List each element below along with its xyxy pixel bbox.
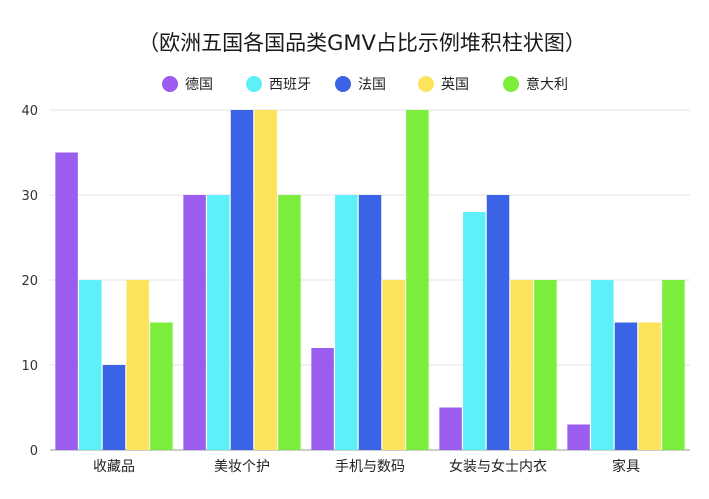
bar <box>126 280 149 450</box>
x-tick-label: 家具 <box>612 458 640 475</box>
x-axis: 收藏品 美妆个护 手机与数码 女装与女士内衣 家具 <box>93 458 640 475</box>
bar <box>102 365 126 450</box>
bar <box>567 424 590 450</box>
bars <box>55 110 685 450</box>
bar <box>614 322 638 450</box>
bar <box>55 152 78 450</box>
legend-label: 意大利 <box>526 76 568 93</box>
bar <box>534 280 557 450</box>
bar <box>254 110 277 450</box>
bar <box>662 280 685 450</box>
bar <box>207 195 230 450</box>
bar <box>439 407 462 450</box>
bar <box>335 195 358 450</box>
x-tick-label: 手机与数码 <box>335 459 405 475</box>
bar <box>591 280 614 450</box>
legend-marker <box>335 76 351 92</box>
legend-label: 德国 <box>185 77 213 93</box>
y-tick-label: 0 <box>30 444 38 459</box>
bar <box>230 110 254 450</box>
y-tick-label: 20 <box>21 274 38 289</box>
bar <box>510 280 533 450</box>
bar <box>406 110 429 450</box>
x-tick-label: 美妆个护 <box>214 459 270 475</box>
bar <box>311 348 334 450</box>
legend-marker <box>246 76 262 92</box>
legend-marker <box>418 76 434 92</box>
y-axis: 0 10 20 30 40 <box>21 104 38 459</box>
legend-marker <box>162 76 178 92</box>
legend-label: 英国 <box>441 76 469 93</box>
y-tick-label: 10 <box>21 359 38 374</box>
chart-title: （欧洲五国各国品类GMV占比示例堆积柱状图） <box>138 31 586 55</box>
x-tick-label: 女装与女士内衣 <box>449 458 547 475</box>
legend-label: 西班牙 <box>269 77 311 93</box>
bar <box>79 280 102 450</box>
legend-marker <box>503 76 519 92</box>
bar <box>183 195 206 450</box>
legend-label: 法国 <box>358 77 386 93</box>
bar <box>486 195 510 450</box>
bar <box>358 195 382 450</box>
bar <box>150 322 173 450</box>
bar <box>278 195 301 450</box>
bar <box>638 322 661 450</box>
y-tick-label: 40 <box>21 104 38 119</box>
bar <box>463 212 486 450</box>
legend: 德国 西班牙 法国 英国 意大利 <box>162 76 568 93</box>
bar <box>382 280 405 450</box>
y-tick-label: 30 <box>21 189 38 204</box>
x-tick-label: 收藏品 <box>93 459 135 475</box>
